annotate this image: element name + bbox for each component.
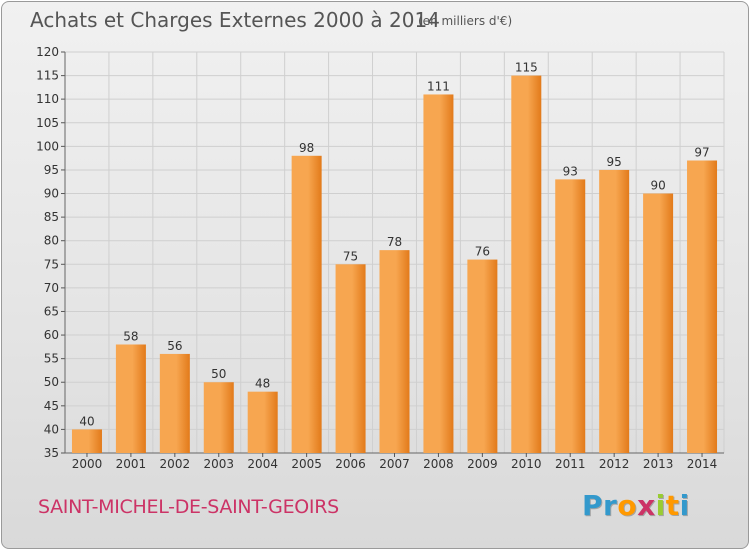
data-label: 97 xyxy=(694,146,709,160)
x-tick-label: 2009 xyxy=(467,457,498,471)
y-tick-label: 100 xyxy=(36,139,59,153)
data-label: 76 xyxy=(475,245,490,259)
x-tick-label: 2001 xyxy=(116,457,147,471)
bar xyxy=(555,179,586,453)
bar xyxy=(379,250,410,453)
x-tick-label: 2012 xyxy=(599,457,630,471)
bar xyxy=(159,353,190,453)
x-tick-label: 2013 xyxy=(643,457,674,471)
data-label: 111 xyxy=(427,79,450,93)
data-label: 48 xyxy=(255,377,270,391)
bar xyxy=(423,94,454,453)
data-labels: 40 58 56 50 48 98 75 78 111 76 115 93 95 90 97 xyxy=(79,61,709,429)
data-label: 56 xyxy=(167,339,182,353)
y-tick-label: 95 xyxy=(44,163,59,177)
data-label: 93 xyxy=(563,164,578,178)
logo-letter: P xyxy=(582,489,604,522)
y-tick-label: 50 xyxy=(44,375,59,389)
y-tick-label: 45 xyxy=(44,399,59,413)
unit-note: (en milliers d'€) xyxy=(418,14,513,28)
bar xyxy=(643,193,674,453)
bar xyxy=(247,391,278,453)
proxiti-logo: Proxiti xyxy=(582,489,690,522)
y-tick-label: 40 xyxy=(44,422,59,436)
y-tick-label: 105 xyxy=(36,116,59,130)
logo-letter: t xyxy=(665,489,680,522)
bar xyxy=(71,429,102,453)
y-tick-label: 110 xyxy=(36,92,59,106)
bars xyxy=(71,75,718,454)
data-label: 50 xyxy=(211,367,226,381)
data-label: 78 xyxy=(387,235,402,249)
bar xyxy=(467,259,498,453)
axes: 35 40 45 50 55 60 65 70 75 80 85 90 95 100 105 110 115 12… xyxy=(36,45,724,471)
x-tick-label: 2003 xyxy=(203,457,234,471)
data-label: 95 xyxy=(607,155,622,169)
y-tick-label: 65 xyxy=(44,304,59,318)
logo-letter: i xyxy=(655,489,666,522)
city-name: SAINT-MICHEL-DE-SAINT-GEOIRS xyxy=(38,496,339,518)
chart-title: Achats et Charges Externes 2000 à 2014 xyxy=(30,8,440,32)
bar xyxy=(511,75,542,454)
y-tick-label: 75 xyxy=(44,257,59,271)
data-label: 98 xyxy=(299,141,314,155)
x-tick-label: 2005 xyxy=(291,457,322,471)
x-tick-label: 2014 xyxy=(687,457,718,471)
y-tick-label: 70 xyxy=(44,281,59,295)
logo-letter: o xyxy=(617,489,638,522)
bar xyxy=(599,169,630,454)
data-label: 40 xyxy=(79,414,94,428)
y-tick-label: 55 xyxy=(44,352,59,366)
logo-letter: x xyxy=(637,489,656,522)
data-label: 58 xyxy=(123,329,138,343)
x-tick-label: 2006 xyxy=(335,457,366,471)
x-tick-label: 2004 xyxy=(247,457,278,471)
y-tick-label: 90 xyxy=(44,187,59,201)
y-tick-label: 120 xyxy=(36,45,59,59)
bar xyxy=(115,344,146,453)
x-tick-label: 2002 xyxy=(160,457,191,471)
y-tick-label: 85 xyxy=(44,210,59,224)
y-tick-label: 60 xyxy=(44,328,59,342)
y-tick-label: 80 xyxy=(44,234,59,248)
data-label: 90 xyxy=(650,179,665,193)
x-tick-label: 2000 xyxy=(72,457,103,471)
bar xyxy=(203,382,234,453)
y-tick-label: 35 xyxy=(44,446,59,460)
x-tick-label: 2010 xyxy=(511,457,542,471)
bar xyxy=(687,160,718,453)
x-tick-label: 2008 xyxy=(423,457,454,471)
y-tick-label: 115 xyxy=(36,69,59,83)
logo-letter: r xyxy=(603,489,618,522)
bar xyxy=(335,264,366,453)
x-tick-label: 2007 xyxy=(379,457,410,471)
data-label: 75 xyxy=(343,249,358,263)
logo-letter: i xyxy=(679,489,690,522)
data-label: 115 xyxy=(515,61,538,75)
bar xyxy=(291,155,322,453)
x-tick-label: 2011 xyxy=(555,457,586,471)
